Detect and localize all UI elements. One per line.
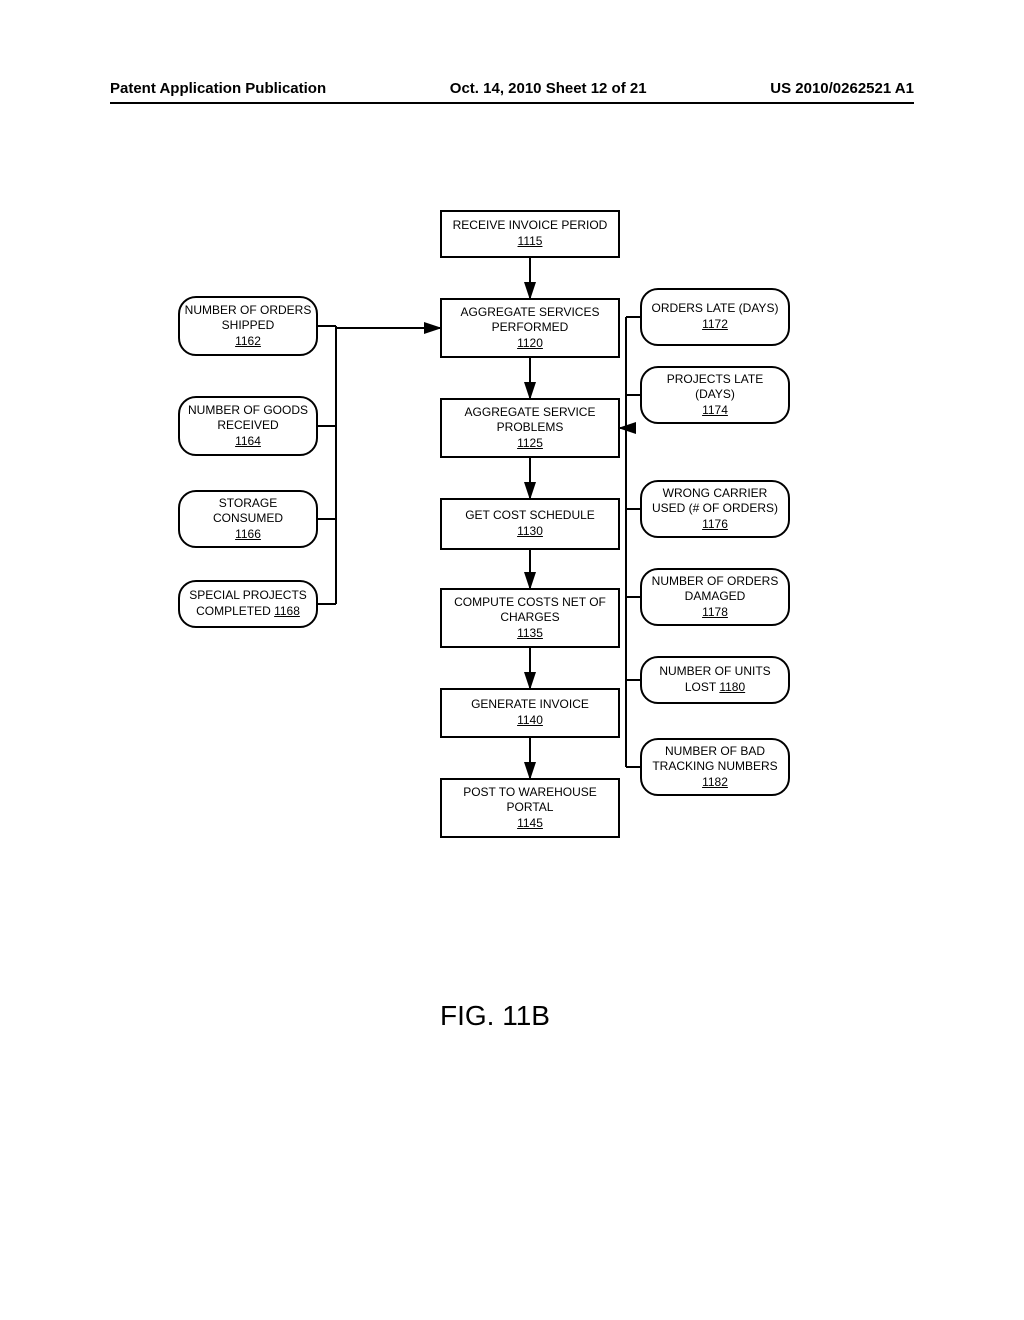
node-1125: AGGREGATE SERVICE PROBLEMS1125 xyxy=(440,398,620,458)
header-right: US 2010/0262521 A1 xyxy=(770,80,914,97)
node-label: NUMBER OF ORDERS SHIPPED xyxy=(184,303,312,334)
node-ref: 1172 xyxy=(702,317,728,333)
node-label: PROJECTS LATE (DAYS) xyxy=(646,372,784,403)
node-ref: 1130 xyxy=(517,524,543,540)
node-ref: 1140 xyxy=(517,713,543,729)
node-1164: NUMBER OF GOODS RECEIVED1164 xyxy=(178,396,318,456)
node-label: RECEIVE INVOICE PERIOD xyxy=(453,218,608,234)
node-label: POST TO WAREHOUSE PORTAL xyxy=(446,785,614,816)
node-label: AGGREGATE SERVICE PROBLEMS xyxy=(446,405,614,436)
node-label: GET COST SCHEDULE xyxy=(465,508,595,524)
node-1180: NUMBER OF UNITS LOST 1180 xyxy=(640,656,790,704)
node-label: SPECIAL PROJECTS COMPLETED 1168 xyxy=(184,588,312,619)
node-1135: COMPUTE COSTS NET OF CHARGES1135 xyxy=(440,588,620,648)
node-1166: STORAGE CONSUMED1166 xyxy=(178,490,318,548)
node-ref: 1115 xyxy=(518,234,543,250)
node-ref: 1120 xyxy=(517,336,543,352)
node-1140: GENERATE INVOICE1140 xyxy=(440,688,620,738)
header-left: Patent Application Publication xyxy=(110,80,326,97)
node-label: WRONG CARRIER USED (# OF ORDERS) 1176 xyxy=(646,486,784,533)
node-1176: WRONG CARRIER USED (# OF ORDERS) 1176 xyxy=(640,480,790,538)
node-label: NUMBER OF BAD TRACKING NUMBERS 1182 xyxy=(646,744,784,791)
node-label: ORDERS LATE (DAYS) xyxy=(652,301,779,317)
figure-label: FIG. 11B xyxy=(440,1000,550,1032)
page-header: Patent Application Publication Oct. 14, … xyxy=(0,80,1024,97)
node-1145: POST TO WAREHOUSE PORTAL1145 xyxy=(440,778,620,838)
flowchart-diagram: RECEIVE INVOICE PERIOD1115 AGGREGATE SERV… xyxy=(0,200,1024,920)
node-1115: RECEIVE INVOICE PERIOD1115 xyxy=(440,210,620,258)
node-1162: NUMBER OF ORDERS SHIPPED1162 xyxy=(178,296,318,356)
node-1168: SPECIAL PROJECTS COMPLETED 1168 xyxy=(178,580,318,628)
node-label: NUMBER OF GOODS RECEIVED xyxy=(184,403,312,434)
node-ref: 1166 xyxy=(235,527,261,543)
header-divider xyxy=(110,102,914,104)
node-1120: AGGREGATE SERVICES PERFORMED1120 xyxy=(440,298,620,358)
node-label: NUMBER OF UNITS LOST 1180 xyxy=(646,664,784,695)
node-label: COMPUTE COSTS NET OF CHARGES xyxy=(446,595,614,626)
node-ref: 1145 xyxy=(517,816,543,832)
node-label: GENERATE INVOICE xyxy=(471,697,589,713)
node-ref: 1125 xyxy=(517,436,543,452)
node-label: AGGREGATE SERVICES PERFORMED xyxy=(446,305,614,336)
node-ref: 1162 xyxy=(235,334,261,350)
node-ref: 1178 xyxy=(702,605,728,621)
node-ref: 1174 xyxy=(702,403,728,419)
node-1178: NUMBER OF ORDERS DAMAGED1178 xyxy=(640,568,790,626)
node-label: STORAGE CONSUMED xyxy=(184,496,312,527)
header-center: Oct. 14, 2010 Sheet 12 of 21 xyxy=(450,80,647,97)
node-1174: PROJECTS LATE (DAYS)1174 xyxy=(640,366,790,424)
node-1130: GET COST SCHEDULE1130 xyxy=(440,498,620,550)
node-ref: 1164 xyxy=(235,434,261,450)
node-1182: NUMBER OF BAD TRACKING NUMBERS 1182 xyxy=(640,738,790,796)
node-label: NUMBER OF ORDERS DAMAGED xyxy=(646,574,784,605)
node-1172: ORDERS LATE (DAYS)1172 xyxy=(640,288,790,346)
node-ref: 1135 xyxy=(517,626,543,642)
